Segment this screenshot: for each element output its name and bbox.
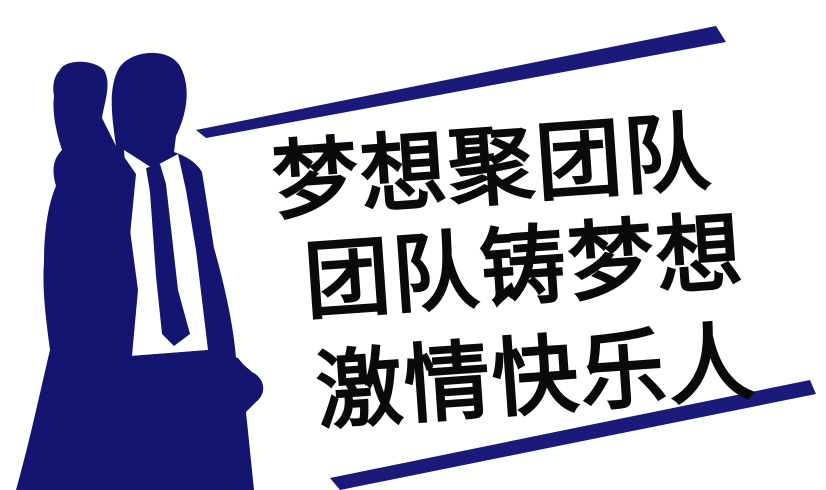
necktie (146, 164, 190, 346)
lower-arm (120, 350, 256, 490)
top-stripe (196, 26, 726, 138)
bottom-stripe (330, 380, 816, 490)
lapel (118, 148, 136, 236)
